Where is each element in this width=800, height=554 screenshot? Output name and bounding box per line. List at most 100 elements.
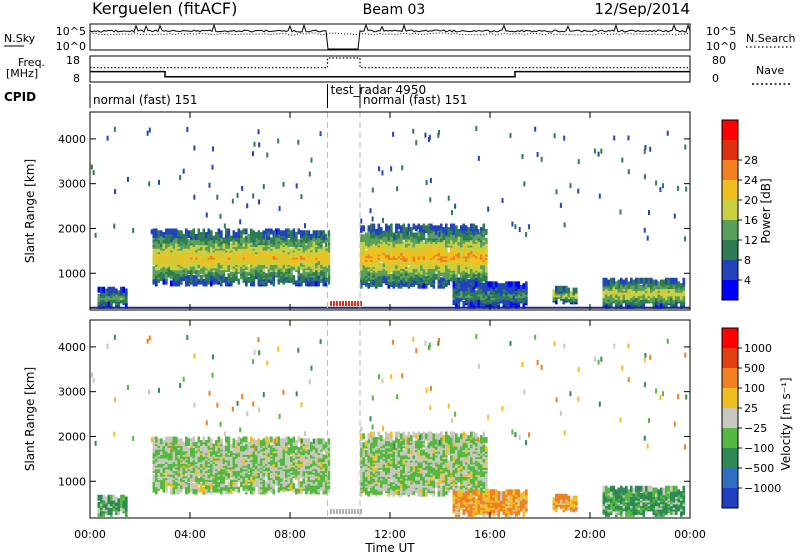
velocity-cell <box>247 441 251 448</box>
power-cell <box>126 176 129 182</box>
velocity-cell <box>160 452 163 459</box>
velocity-cell <box>290 483 293 490</box>
power-cell <box>310 266 313 273</box>
power-cell <box>210 246 213 253</box>
power-cell <box>305 251 308 258</box>
power-cell <box>232 271 236 278</box>
power-cell <box>367 234 371 241</box>
power-cell <box>125 297 128 304</box>
power-cell <box>300 253 303 260</box>
power-cell <box>462 234 466 241</box>
power-cell <box>225 228 228 235</box>
power-cell <box>505 299 508 306</box>
velocity-cell <box>315 483 318 490</box>
power-cell <box>424 132 427 138</box>
power-cell <box>460 225 463 232</box>
power-cell <box>202 271 206 278</box>
power-cell <box>612 295 616 302</box>
power-cell <box>432 277 436 284</box>
power-cell <box>187 239 191 246</box>
power-cell <box>375 266 378 273</box>
velocity-cell <box>252 477 256 484</box>
velocity-cell <box>220 438 223 445</box>
velocity-cell <box>195 441 198 448</box>
power-cell <box>237 260 241 267</box>
power-cell <box>305 242 308 249</box>
power-cell <box>485 281 488 288</box>
power-cell <box>370 261 373 268</box>
power-cell <box>396 186 399 192</box>
velocity-cell <box>152 481 156 488</box>
velocity-cell <box>282 479 286 486</box>
power-cell <box>684 236 687 242</box>
cpid-program-label: normal (fast) 151 <box>93 93 197 107</box>
power-cell <box>659 187 662 193</box>
power-cell <box>262 230 266 237</box>
power-cell <box>381 170 384 176</box>
velocity-cell <box>282 452 286 459</box>
power-cell <box>360 262 363 269</box>
velocity-cell <box>300 481 303 488</box>
velocity-cell <box>310 449 313 456</box>
power-cell <box>437 277 441 284</box>
power-cell <box>155 235 158 242</box>
velocity-cell <box>280 447 283 454</box>
power-cell <box>447 252 451 259</box>
velocity-cell <box>220 470 223 477</box>
power-cell <box>517 299 521 306</box>
power-cell <box>247 276 251 283</box>
velocity-cell <box>200 483 203 490</box>
power-cell <box>400 225 403 232</box>
noise-tick-right-top: 10^5 <box>706 25 736 38</box>
power-cell <box>675 290 678 297</box>
velocity-cell <box>237 440 241 447</box>
power-cell <box>210 253 213 260</box>
power-cell <box>107 301 111 308</box>
power-cell <box>252 269 256 276</box>
power-cell <box>505 281 508 288</box>
power-cell <box>245 271 248 278</box>
power-cell <box>477 155 480 161</box>
velocity-cell <box>182 449 186 456</box>
velocity-cell <box>307 463 311 470</box>
power-cell <box>562 285 566 292</box>
power-cell <box>167 260 171 267</box>
velocity-cell <box>275 456 278 463</box>
power-cell <box>180 267 183 274</box>
date-title: 12/Sep/2014 <box>594 0 690 18</box>
power-cell <box>277 246 281 253</box>
velocity-cell <box>277 454 281 461</box>
power-cell <box>567 291 571 298</box>
power-cell <box>175 237 178 244</box>
velocity-cell <box>170 468 173 475</box>
power-cell <box>450 264 453 271</box>
power-cell <box>401 165 404 171</box>
power-cell <box>415 257 418 264</box>
power-cell <box>207 258 211 265</box>
velocity-cell <box>227 445 231 452</box>
power-cell <box>240 230 243 237</box>
power-cell <box>167 266 171 273</box>
power-cell <box>250 251 253 258</box>
power-cell <box>390 227 393 234</box>
velocity-cell <box>172 465 176 472</box>
power-cell <box>305 271 308 278</box>
power-cell <box>440 266 443 273</box>
power-cell <box>237 228 241 235</box>
power-cell <box>497 286 501 293</box>
velocity-cell <box>310 445 313 452</box>
power-cell <box>182 233 186 240</box>
power-cell <box>215 266 218 273</box>
power-colorbar-tick-label: 8 <box>744 254 751 267</box>
power-cell <box>427 279 431 286</box>
power-cell <box>235 239 238 246</box>
power-cell <box>410 257 413 264</box>
power-cell <box>182 237 186 244</box>
power-cell <box>417 266 421 273</box>
power-cell <box>455 241 458 248</box>
power-cell <box>367 275 371 282</box>
velocity-cell <box>280 470 283 477</box>
power-cell <box>280 242 283 249</box>
power-cell <box>642 302 646 309</box>
power-cell <box>392 257 396 264</box>
